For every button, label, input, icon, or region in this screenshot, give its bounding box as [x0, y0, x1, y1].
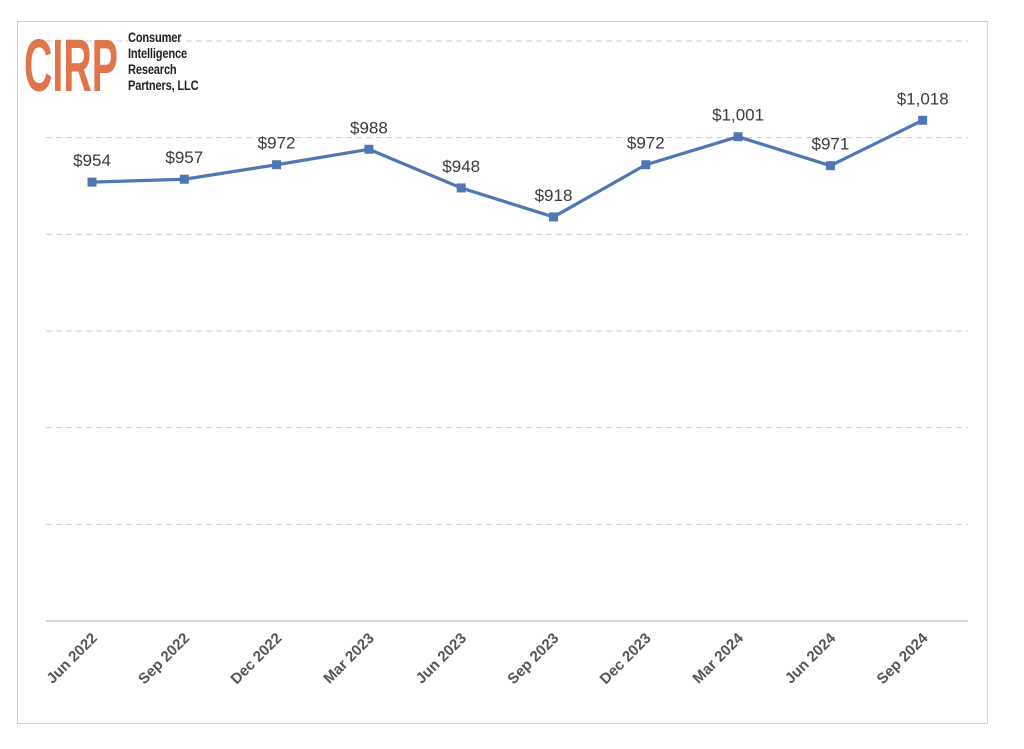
series-line — [91, 118, 924, 219]
x-tick-label: Sep 2024 — [874, 629, 932, 687]
data-label: $972 — [627, 134, 665, 153]
data-point-marker — [733, 132, 743, 142]
x-tick-label: Dec 2023 — [597, 630, 655, 688]
x-tick-label: Jun 2022 — [43, 630, 100, 687]
company-name-line: Research — [128, 62, 177, 77]
data-point-marker — [272, 160, 282, 170]
x-tick-label: Sep 2022 — [135, 630, 193, 688]
x-tick-label: Jun 2024 — [782, 629, 840, 687]
data-point-marker — [364, 144, 374, 154]
cirp-logo-icon: CIRP — [24, 28, 118, 94]
x-tick-label: Jun 2023 — [413, 630, 470, 687]
data-label: $988 — [350, 118, 388, 137]
company-name-line: Intelligence — [128, 46, 187, 61]
data-point-marker — [87, 177, 97, 187]
data-label: $948 — [442, 157, 480, 176]
data-point-marker — [918, 115, 928, 125]
data-label: $972 — [258, 134, 296, 153]
data-label: $954 — [73, 151, 111, 170]
data-point-marker — [549, 212, 558, 222]
x-tick-label: Mar 2023 — [320, 630, 377, 687]
x-tick-label: Mar 2024 — [689, 629, 747, 687]
data-label: $1,001 — [712, 106, 764, 125]
company-name: Consumer Intelligence Research Partners,… — [128, 30, 199, 94]
data-point-marker — [825, 161, 835, 171]
data-point-marker — [456, 183, 466, 193]
data-label: $918 — [535, 186, 573, 205]
data-label: $957 — [165, 148, 203, 167]
data-label: $1,018 — [897, 89, 949, 108]
company-name-line: Partners, LLC — [128, 78, 199, 93]
data-point-marker — [641, 160, 651, 170]
company-name-line: Consumer — [128, 30, 182, 45]
x-tick-label: Sep 2023 — [504, 630, 562, 688]
x-tick-label: Dec 2022 — [227, 630, 285, 688]
data-label: $971 — [811, 135, 849, 154]
data-point-marker — [179, 174, 189, 184]
logo-wordmark: CIRP — [24, 28, 118, 94]
